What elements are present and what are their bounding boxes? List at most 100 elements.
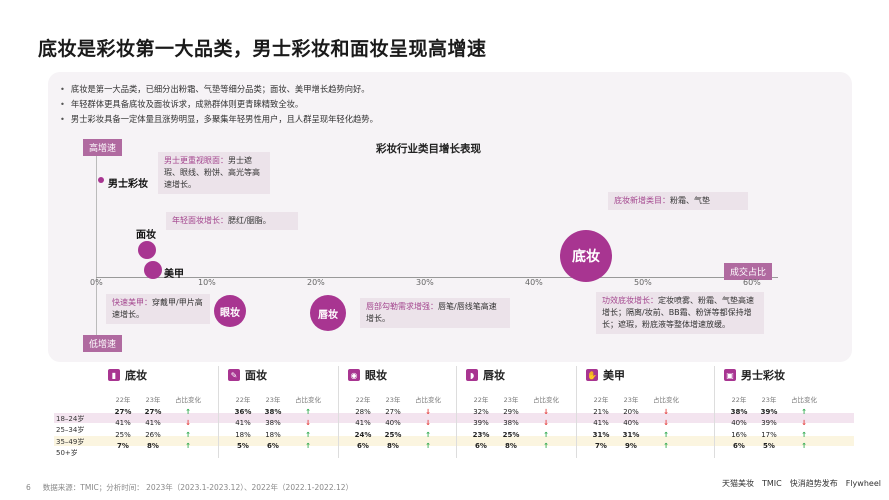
- category-icon: ✋: [586, 369, 598, 381]
- x-tick: 50%: [634, 278, 652, 287]
- table-row: 40% 39% ↓: [724, 418, 824, 430]
- table-header: 22年 23年 占比变化: [731, 396, 817, 404]
- category-table: 22年 23年 占比变化 27% 27% ↑ 41% 41% ↓ 25% 26% ↑ 7% 8% ↑: [108, 392, 208, 452]
- arrow-up-icon: ↑: [801, 430, 807, 439]
- tmic-logo: TMIC: [762, 479, 782, 488]
- category-table: 22年 23年 占比变化 36% 38% ↑ 41% 38% ↓ 18% 18% ↑ 5% 6% ↑: [228, 392, 328, 452]
- category-table: 22年 23年 占比变化 32% 29% ↓ 39% 38% ↓ 23% 25% ↑ 6% 8% ↑: [466, 392, 566, 452]
- table-row: 25% 26% ↑: [108, 429, 208, 441]
- arrow-down-icon: ↓: [663, 419, 669, 428]
- category-header: ▣ 男士彩妆: [724, 366, 834, 384]
- row-highlight: [54, 413, 854, 423]
- x-tick: 20%: [307, 278, 325, 287]
- arrow-down-icon: ↓: [543, 419, 549, 428]
- bubble-nail: [144, 261, 162, 279]
- age-label: 50+岁: [56, 449, 78, 457]
- age-label: 18–24岁: [56, 415, 85, 423]
- age-label: 35–49岁: [56, 438, 85, 446]
- category-table: 22年 23年 占比变化 38% 39% ↑ 40% 39% ↓ 16% 17% ↑ 6% 5% ↑: [724, 392, 824, 452]
- callout-base-new: 底妆新增类目：粉霜、气垫: [608, 192, 748, 210]
- age-label: 25–34岁: [56, 426, 85, 434]
- bubble-lip: 唇妆: [310, 295, 346, 331]
- column-divider: [456, 366, 457, 458]
- x-axis: [96, 277, 778, 278]
- bubble-face: [138, 241, 156, 259]
- arrow-up-icon: ↑: [185, 442, 191, 451]
- callout-lip: 唇部勾勒需求增强：唇笔/唇线笔高速增长。: [360, 298, 510, 328]
- arrow-up-icon: ↑: [543, 430, 549, 439]
- x-tick: 30%: [416, 278, 434, 287]
- arrow-up-icon: ↑: [543, 442, 549, 451]
- y-axis: [96, 152, 97, 342]
- y-high-label: 高增速: [83, 139, 123, 156]
- table-header: 22年 23年 占比变化: [473, 396, 559, 404]
- bubble-male: [98, 177, 104, 183]
- bullet-item: 底妆是第一大品类，已细分出粉霜、气垫等细分品类；面妆、美甲增长趋势向好。: [60, 82, 378, 97]
- arrow-down-icon: ↓: [185, 419, 191, 428]
- arrow-up-icon: ↑: [185, 430, 191, 439]
- table-row: 16% 17% ↑: [724, 429, 824, 441]
- column-divider: [576, 366, 577, 458]
- category-icon: ◉: [348, 369, 360, 381]
- table-row: 21% 20% ↓: [586, 406, 686, 418]
- table-row: 6% 8% ↑: [466, 441, 566, 453]
- table-row: 39% 38% ↓: [466, 418, 566, 430]
- arrow-up-icon: ↑: [425, 430, 431, 439]
- row-highlight: [54, 436, 854, 446]
- category-table: 22年 23年 占比变化 21% 20% ↓ 41% 40% ↓ 31% 31% ↑ 7% 9% ↑: [586, 392, 686, 452]
- arrow-up-icon: ↑: [663, 442, 669, 451]
- table-row: 18% 18% ↑: [228, 429, 328, 441]
- x-axis-label: 成交占比: [724, 263, 773, 280]
- category-name: 美甲: [603, 369, 625, 382]
- arrow-up-icon: ↑: [663, 430, 669, 439]
- trend-logo: 快消趋势发布: [789, 479, 838, 488]
- table-row: 38% 39% ↑: [724, 406, 824, 418]
- flywheel-logo: Flywheel: [845, 479, 881, 488]
- category-icon: ▣: [724, 369, 736, 381]
- bubble-label-face: 面妆: [136, 230, 156, 241]
- arrow-down-icon: ↓: [305, 419, 311, 428]
- tmall-logo: 天猫美妆: [722, 479, 754, 488]
- bubble-base: 底妆: [560, 230, 612, 282]
- table-header: 22年 23年 占比变化: [235, 396, 321, 404]
- arrow-up-icon: ↑: [801, 442, 807, 451]
- table-row: 6% 5% ↑: [724, 441, 824, 453]
- category-icon: ▮: [108, 369, 120, 381]
- x-tick: 10%: [198, 278, 216, 287]
- category-header: ✎ 面妆: [228, 366, 338, 384]
- callout-base-func: 功效底妆增长：定妆喷雾、粉霜、气垫高速增长；隔离/妆前、BB霜、粉饼等都保持增长…: [596, 292, 764, 334]
- table-row: 24% 25% ↑: [348, 429, 448, 441]
- arrow-up-icon: ↑: [185, 407, 191, 416]
- table-row: 6% 8% ↑: [348, 441, 448, 453]
- table-row: 36% 38% ↑: [228, 406, 328, 418]
- table-row: 41% 41% ↓: [108, 418, 208, 430]
- x-tick: 60%: [743, 278, 761, 287]
- callout-face: 年轻面妆增长：腮红/胭脂。: [166, 212, 298, 230]
- category-name: 男士彩妆: [741, 369, 785, 382]
- table-header: 22年 23年 占比变化: [593, 396, 679, 404]
- table-row: 41% 38% ↓: [228, 418, 328, 430]
- bullet-item: 男士彩妆具备一定体量且涨势明显，多聚集年轻男性用户，且人群呈现年轻化趋势。: [60, 112, 378, 127]
- x-tick: 0%: [90, 278, 103, 287]
- arrow-up-icon: ↑: [305, 407, 311, 416]
- table-row: 41% 40% ↓: [586, 418, 686, 430]
- bullet-list: 底妆是第一大品类，已细分出粉霜、气垫等细分品类；面妆、美甲增长趋势向好。 年轻群…: [60, 82, 378, 127]
- table-header: 22年 23年 占比变化: [115, 396, 201, 404]
- arrow-down-icon: ↓: [543, 407, 549, 416]
- bubble-eye: 眼妆: [214, 295, 246, 327]
- table-row: 7% 9% ↑: [586, 441, 686, 453]
- category-table: 22年 23年 占比变化 28% 27% ↓ 41% 40% ↓ 24% 25% ↑ 6% 8% ↑: [348, 392, 448, 452]
- category-name: 唇妆: [483, 369, 505, 382]
- table-row: 7% 8% ↑: [108, 441, 208, 453]
- arrow-down-icon: ↓: [801, 419, 807, 428]
- category-header: ◉ 眼妆: [348, 366, 458, 384]
- category-icon: ◗: [466, 369, 478, 381]
- category-header: ✋ 美甲: [586, 366, 696, 384]
- callout-nail: 快速美甲：穿戴甲/甲片高速增长。: [106, 294, 210, 324]
- callout-male: 男士更重视眼面：男士遮瑕、眼线、粉饼、高光等高速增长。: [158, 152, 270, 194]
- category-name: 眼妆: [365, 369, 387, 382]
- column-divider: [714, 366, 715, 458]
- table-row: 27% 27% ↑: [108, 406, 208, 418]
- table-row: 31% 31% ↑: [586, 429, 686, 441]
- arrow-up-icon: ↑: [801, 407, 807, 416]
